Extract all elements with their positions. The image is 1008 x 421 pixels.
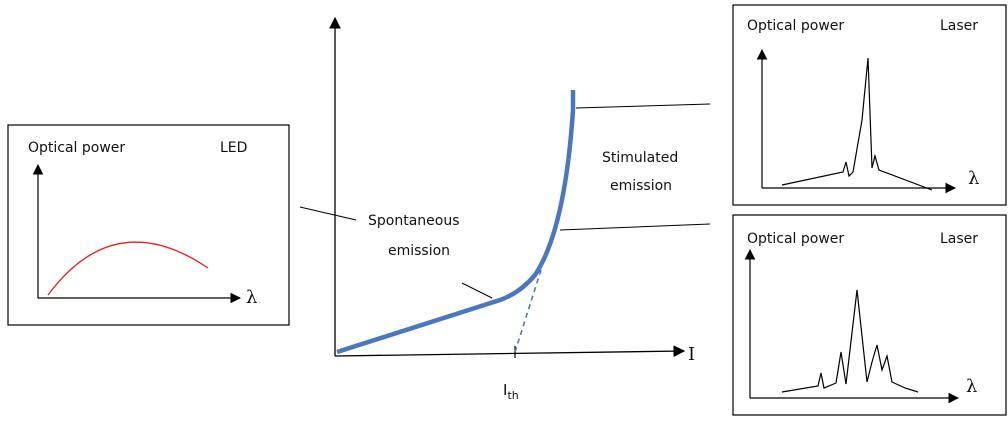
laser-bottom-name: Laser [940, 231, 978, 247]
laser-top-y-label: Optical power [747, 18, 844, 34]
main-x-label: I [688, 344, 695, 365]
led-y-label: Optical power [28, 140, 125, 156]
spontaneous-line-1: Spontaneous [368, 213, 460, 229]
laser-top-name: Laser [940, 18, 978, 34]
threshold-main: I [503, 381, 507, 399]
stimulated-line-1: Stimulated [602, 150, 678, 166]
threshold-sub: th [507, 389, 518, 402]
stimulated-connector-top [575, 103, 711, 109]
laser-top-spectrum [781, 57, 933, 191]
led-spectrum [47, 241, 209, 296]
threshold-label: Ith [503, 381, 519, 402]
led-x-label: λ [246, 287, 257, 308]
laser-bottom-x-label: λ [966, 376, 977, 397]
laser-top-box [732, 4, 1007, 206]
led-connector [299, 206, 357, 221]
laser-top-x-label: λ [968, 168, 979, 189]
lasing-curve [336, 90, 576, 355]
laser-bottom-y-label: Optical power [747, 231, 844, 247]
stimulated-line-2: emission [610, 178, 672, 194]
stimulated-connector-bottom [559, 223, 711, 231]
main-x-axis [334, 345, 686, 358]
spontaneous-line-2: emission [388, 243, 450, 259]
led-box [7, 124, 290, 326]
laser-bottom-box [732, 214, 1007, 416]
led-name: LED [220, 140, 247, 156]
spontaneous-connector [461, 282, 493, 299]
laser-bottom-spectrum [781, 289, 919, 393]
